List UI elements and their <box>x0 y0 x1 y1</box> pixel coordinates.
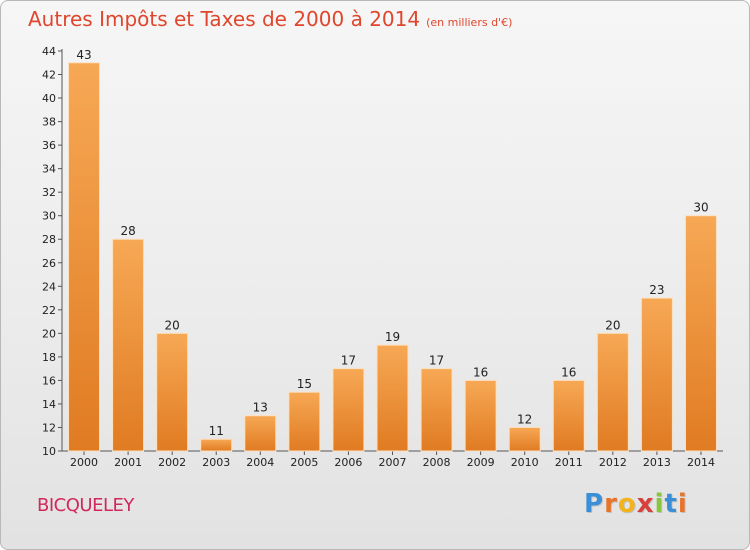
value-label: 16 <box>561 365 576 379</box>
bar-2003 <box>200 438 233 452</box>
y-tick-label: 26 <box>42 257 56 270</box>
bar-2012 <box>596 332 629 452</box>
x-tick-label: 2012 <box>599 456 627 469</box>
x-tick-label: 2006 <box>334 456 362 469</box>
value-label: 16 <box>473 365 488 379</box>
bar-2009 <box>464 379 497 452</box>
y-tick-label: 18 <box>42 351 56 364</box>
bar-2006 <box>332 368 365 452</box>
bar-2001 <box>112 238 145 452</box>
value-label: 19 <box>385 330 400 344</box>
y-tick-label: 30 <box>42 210 56 223</box>
x-tick-label: 2008 <box>423 456 451 469</box>
y-tick-label: 34 <box>42 163 56 176</box>
logo-letter: x <box>636 489 655 519</box>
bar-2013 <box>640 297 673 452</box>
chart-title: Autres Impôts et Taxes de 2000 à 2014 (en… <box>28 7 512 31</box>
y-tick-label: 40 <box>42 92 56 105</box>
y-tick-label: 10 <box>42 445 56 458</box>
value-label: 15 <box>297 377 312 391</box>
y-tick-label: 16 <box>42 374 56 387</box>
logo-letter: o <box>617 489 637 519</box>
bar-2000 <box>68 62 101 452</box>
value-label: 13 <box>253 401 268 415</box>
bar-2002 <box>156 332 189 452</box>
x-tick-label: 2002 <box>158 456 186 469</box>
proxiti-logo: Proxiti <box>584 489 688 519</box>
value-label: 20 <box>165 318 180 332</box>
place-name: BICQUELEY <box>37 495 134 516</box>
value-label: 23 <box>649 283 664 297</box>
x-tick-label: 2000 <box>70 456 98 469</box>
x-tick-label: 2010 <box>511 456 539 469</box>
logo-letter: i <box>654 489 665 519</box>
value-label: 20 <box>605 318 620 332</box>
x-tick-label: 2013 <box>643 456 671 469</box>
bar-2010 <box>508 426 541 452</box>
y-tick-label: 38 <box>42 116 56 129</box>
y-tick-label: 32 <box>42 186 56 199</box>
x-tick-label: 2004 <box>246 456 274 469</box>
y-tick-label: 42 <box>42 69 56 82</box>
y-tick-label: 14 <box>42 398 56 411</box>
y-tick-label: 24 <box>42 280 56 293</box>
chart-title-text: Autres Impôts et Taxes de 2000 à 2014 <box>28 7 421 31</box>
y-tick-label: 36 <box>42 139 56 152</box>
value-label: 30 <box>693 201 708 215</box>
labels: 10 12 14 16 18 20 22 24 26 28 30 32 34 36 38 40 42 44 43 20… <box>42 45 715 469</box>
value-label: 11 <box>209 424 224 438</box>
value-label: 12 <box>517 412 532 426</box>
value-label: 17 <box>341 354 356 368</box>
bar-2004 <box>244 415 277 452</box>
y-tick-label: 20 <box>42 327 56 340</box>
chart-unit: (en milliers d'€) <box>426 16 513 29</box>
value-label: 17 <box>429 354 444 368</box>
x-tick-label: 2011 <box>555 456 583 469</box>
value-label: 43 <box>76 48 91 62</box>
bar-2011 <box>552 379 585 452</box>
logo-letter: P <box>584 489 605 519</box>
logo-letter: i <box>677 489 688 519</box>
x-tick-label: 2014 <box>687 456 715 469</box>
x-tick-label: 2005 <box>290 456 318 469</box>
x-tick-label: 2001 <box>114 456 142 469</box>
bar-2014 <box>684 215 717 452</box>
x-tick-label: 2009 <box>467 456 495 469</box>
y-tick-label: 28 <box>42 233 56 246</box>
logo-letter: t <box>664 489 678 519</box>
value-label: 28 <box>120 224 135 238</box>
y-tick-label: 12 <box>42 421 56 434</box>
y-tick-label: 22 <box>42 304 56 317</box>
x-tick-label: 2003 <box>202 456 230 469</box>
logo-letter: r <box>604 489 618 519</box>
bar-2005 <box>288 391 321 452</box>
y-tick-label: 44 <box>42 45 56 58</box>
bar-2007 <box>376 344 409 452</box>
x-tick-label: 2007 <box>379 456 407 469</box>
bars <box>68 62 717 452</box>
bar-2008 <box>420 368 453 452</box>
